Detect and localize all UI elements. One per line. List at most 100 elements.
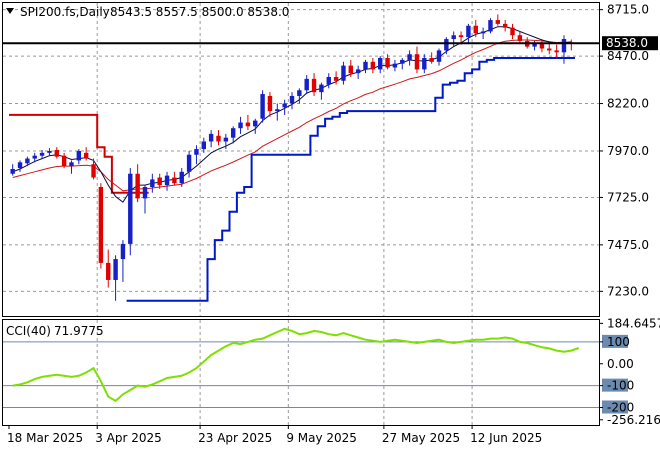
candle-body xyxy=(113,259,118,280)
candle-body xyxy=(436,50,442,62)
cci-tick-label: -256.2169 xyxy=(607,413,660,427)
indicator-header: CCI(40) 71.9775 xyxy=(6,324,104,338)
cci-tick-label: 184.6457 xyxy=(607,316,660,330)
candle-body xyxy=(76,150,82,161)
candle-body xyxy=(392,63,398,68)
cci-label: CCI(40) xyxy=(6,324,51,338)
candle-body xyxy=(289,95,295,104)
candle-body xyxy=(378,58,383,70)
candlesticks xyxy=(10,14,574,301)
candle-body xyxy=(414,54,420,70)
candle-body xyxy=(561,39,567,53)
cci-tick-label: -100 xyxy=(607,379,634,393)
candle-body xyxy=(253,120,258,127)
chart-header: SPI200.fs,Daily 8543.5 8557.5 8500.0 853… xyxy=(6,5,289,19)
candle-body xyxy=(10,168,15,174)
time-tick-label: 3 Apr 2025 xyxy=(95,431,162,445)
candle-body xyxy=(223,137,229,142)
candle-body xyxy=(216,135,221,142)
candle-body xyxy=(39,152,45,156)
candle-body xyxy=(532,42,537,47)
symbol-label: SPI200.fs,Daily xyxy=(20,5,110,19)
candle-body xyxy=(510,27,515,36)
candle-body xyxy=(363,61,368,70)
upper-stop-line xyxy=(9,113,149,194)
candle-body xyxy=(407,54,412,60)
candle-body xyxy=(370,61,376,70)
candle-body xyxy=(186,154,192,172)
time-axis: 18 Mar 2025 3 Apr 2025 23 Apr 2025 9 May 20… xyxy=(7,425,542,445)
candle-body xyxy=(172,177,177,184)
time-tick-label: 23 Apr 2025 xyxy=(198,431,272,445)
candle-body xyxy=(267,95,273,112)
candle-body xyxy=(275,109,280,112)
price-panel-frame xyxy=(2,2,600,317)
candle-body xyxy=(179,171,184,184)
candle-body xyxy=(98,187,104,263)
candle-body xyxy=(32,155,37,159)
price-tick-label: 8470.0 xyxy=(607,49,649,63)
candle-body xyxy=(135,173,140,199)
candle-body xyxy=(201,141,206,150)
candle-body xyxy=(142,187,148,199)
candle-body xyxy=(547,48,552,51)
candle-body xyxy=(157,177,162,186)
candle-body xyxy=(451,35,456,40)
price-axis: 8715.0 8470.0 8220.0 7970.0 7725.0 7475.0 7230… xyxy=(599,3,649,298)
candle-body xyxy=(120,243,126,260)
time-tick-label: 12 Jun 2025 xyxy=(470,431,542,445)
price-tick-label: 7475.0 xyxy=(607,238,649,252)
price-tick-label: 7230.0 xyxy=(607,284,649,298)
candle-body xyxy=(238,122,243,129)
candle-body xyxy=(400,59,405,64)
price-tick-label: 8715.0 xyxy=(607,3,649,17)
ohlc-values: 8543.5 8557.5 8500.0 8538.0 xyxy=(110,5,289,19)
time-tick-label: 18 Mar 2025 xyxy=(7,431,83,445)
candle-body xyxy=(297,90,302,96)
candle-body xyxy=(194,149,199,155)
candle-body xyxy=(495,20,501,24)
price-tick-label: 7725.0 xyxy=(607,190,649,204)
candle-body xyxy=(341,65,346,81)
cci-tick-label: 0.00 xyxy=(607,357,634,371)
candle-body xyxy=(458,35,464,38)
candle-body xyxy=(83,152,89,159)
candle-body xyxy=(25,158,30,164)
candle-body xyxy=(230,128,236,138)
candle-body xyxy=(164,175,170,186)
candle-body xyxy=(319,84,324,93)
candle-body xyxy=(444,39,449,51)
time-tick-label: 9 May 2025 xyxy=(286,431,357,445)
overlay-lines xyxy=(9,26,575,302)
candle-body xyxy=(539,42,545,49)
cci-series-line xyxy=(12,327,580,403)
time-tick-label: 27 May 2025 xyxy=(382,431,460,445)
candle-body xyxy=(517,35,523,41)
candle-body xyxy=(54,150,59,157)
candle-body xyxy=(61,155,67,167)
current-price-label: 8538.0 xyxy=(606,36,648,50)
candle-body xyxy=(128,173,133,244)
cci-line xyxy=(12,327,580,403)
grid xyxy=(3,3,599,425)
cci-tick-label: -200 xyxy=(607,401,634,415)
slow-moving-average xyxy=(12,39,572,192)
cci-level-marker xyxy=(602,378,628,392)
candle-body xyxy=(69,162,74,167)
candle-body xyxy=(282,103,287,108)
collapse-arrow-icon[interactable] xyxy=(6,8,14,14)
candle-body xyxy=(385,58,390,68)
candle-body xyxy=(554,50,559,53)
candle-body xyxy=(326,76,331,85)
cci-axis: 184.6457 100 0.00 -100 -200-256.2169 xyxy=(599,316,660,427)
candle-body xyxy=(488,20,493,32)
candle-body xyxy=(311,78,317,93)
cci-level-marker xyxy=(602,400,628,414)
candle-body xyxy=(480,31,486,34)
lower-stop-line xyxy=(126,57,575,302)
candle-body xyxy=(91,164,96,178)
candle-body xyxy=(502,23,508,28)
price-tick-label: 8220.0 xyxy=(607,97,649,111)
candle-body xyxy=(333,76,339,81)
